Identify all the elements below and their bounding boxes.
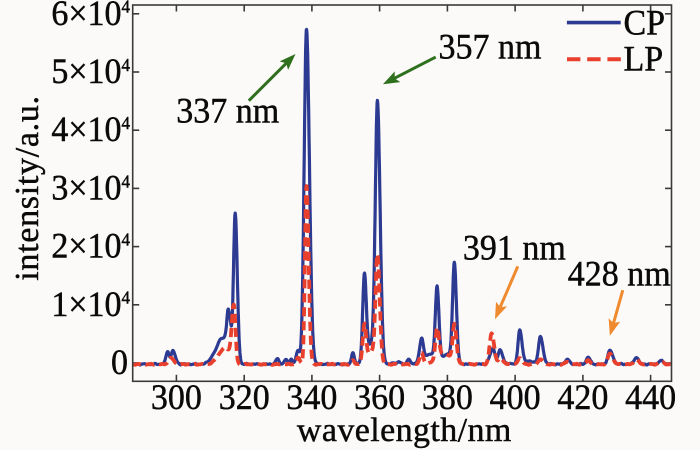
svg-text:6×104: 6×104 — [51, 0, 130, 33]
svg-text:320: 320 — [219, 377, 270, 417]
svg-text:380: 380 — [422, 377, 473, 417]
svg-text:357 nm: 357 nm — [439, 27, 542, 67]
svg-text:1×104: 1×104 — [51, 284, 130, 324]
svg-text:440: 440 — [625, 377, 676, 417]
svg-text:intensity/a.u.: intensity/a.u. — [9, 95, 46, 280]
svg-text:337 nm: 337 nm — [176, 91, 279, 131]
svg-text:300: 300 — [151, 377, 202, 417]
svg-text:0: 0 — [111, 342, 128, 382]
svg-text:340: 340 — [286, 377, 337, 417]
svg-text:2×104: 2×104 — [51, 226, 130, 266]
svg-text:LP: LP — [624, 39, 664, 79]
svg-text:wavelength/nm: wavelength/nm — [297, 412, 512, 449]
svg-text:3×104: 3×104 — [51, 168, 130, 208]
svg-text:4×104: 4×104 — [51, 109, 130, 149]
svg-text:420: 420 — [557, 377, 608, 417]
svg-text:360: 360 — [354, 377, 405, 417]
svg-text:CP: CP — [624, 3, 666, 43]
svg-text:5×104: 5×104 — [51, 51, 130, 91]
svg-text:391 nm: 391 nm — [463, 228, 566, 268]
svg-text:428 nm: 428 nm — [568, 254, 671, 294]
svg-text:400: 400 — [490, 377, 541, 417]
